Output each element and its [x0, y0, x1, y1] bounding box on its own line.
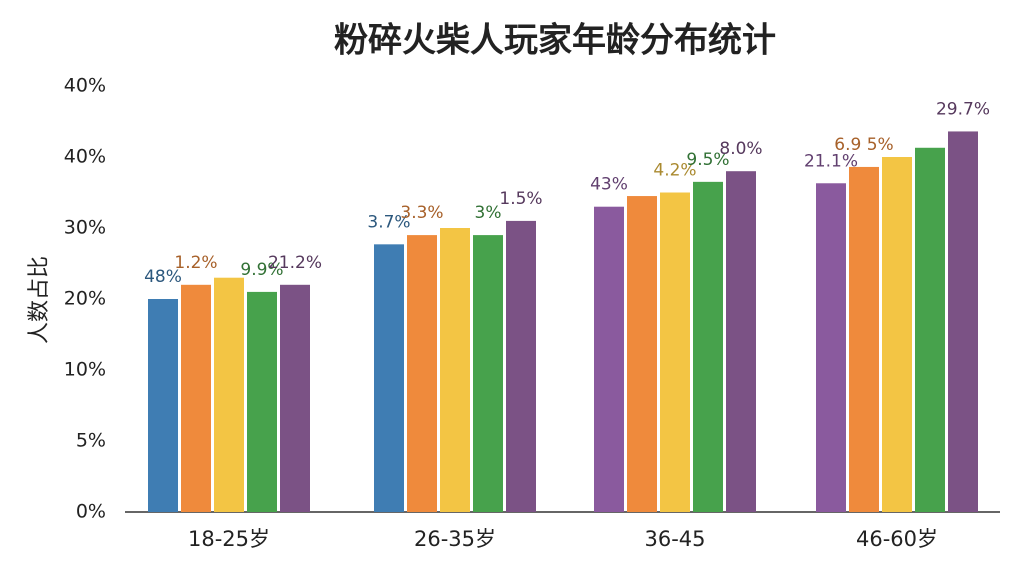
y-axis-label: 人数占比 — [27, 256, 52, 344]
bar — [280, 284, 310, 512]
bar — [594, 206, 624, 512]
y-tick-label: 5% — [76, 430, 106, 452]
bar — [473, 235, 503, 512]
x-tick-label: 36-45 — [644, 527, 705, 551]
data-label: 9.5% — [686, 150, 729, 170]
data-label: 1.5% — [499, 189, 542, 209]
data-label: 3.7% — [367, 212, 410, 232]
bar — [440, 228, 470, 512]
data-label: 3% — [475, 203, 502, 223]
y-tick-label: 30% — [64, 217, 106, 239]
bar — [948, 131, 978, 512]
y-tick-label: 20% — [64, 288, 106, 310]
x-tick-label: 26-35岁 — [414, 527, 496, 551]
bar — [374, 244, 404, 512]
bar — [148, 299, 178, 512]
data-label: 21.1% — [804, 151, 858, 171]
data-label: 21.2% — [268, 253, 322, 273]
bar — [816, 183, 846, 512]
bar — [915, 147, 945, 512]
chart-title: 粉碎火柴人玩家年龄分布统计 — [334, 21, 776, 61]
bar — [181, 284, 211, 512]
bar — [660, 192, 690, 512]
data-label: 6.9 5% — [834, 135, 893, 155]
bar — [627, 196, 657, 513]
data-label: 9.9% — [240, 260, 283, 280]
bar — [849, 166, 879, 512]
bar — [407, 235, 437, 512]
y-tick-label: 40% — [64, 146, 106, 168]
y-tick-label: 40% — [64, 75, 106, 97]
bar — [506, 220, 536, 512]
data-label: 43% — [590, 175, 628, 195]
data-label: 3.3% — [400, 203, 443, 223]
data-label: 48% — [144, 267, 182, 287]
data-label: 4.2% — [653, 161, 696, 181]
bar — [247, 291, 277, 512]
x-tick-label: 46-60岁 — [856, 527, 938, 551]
data-label: 29.7% — [936, 99, 990, 119]
y-tick-label: 0% — [76, 501, 106, 523]
data-label: 1.2% — [174, 253, 217, 273]
data-label: 8.0% — [719, 139, 762, 159]
bar — [693, 181, 723, 512]
bar — [726, 171, 756, 512]
bar — [214, 277, 244, 512]
bar — [882, 157, 912, 512]
x-tick-label: 18-25岁 — [188, 527, 270, 551]
y-tick-label: 10% — [64, 359, 106, 381]
